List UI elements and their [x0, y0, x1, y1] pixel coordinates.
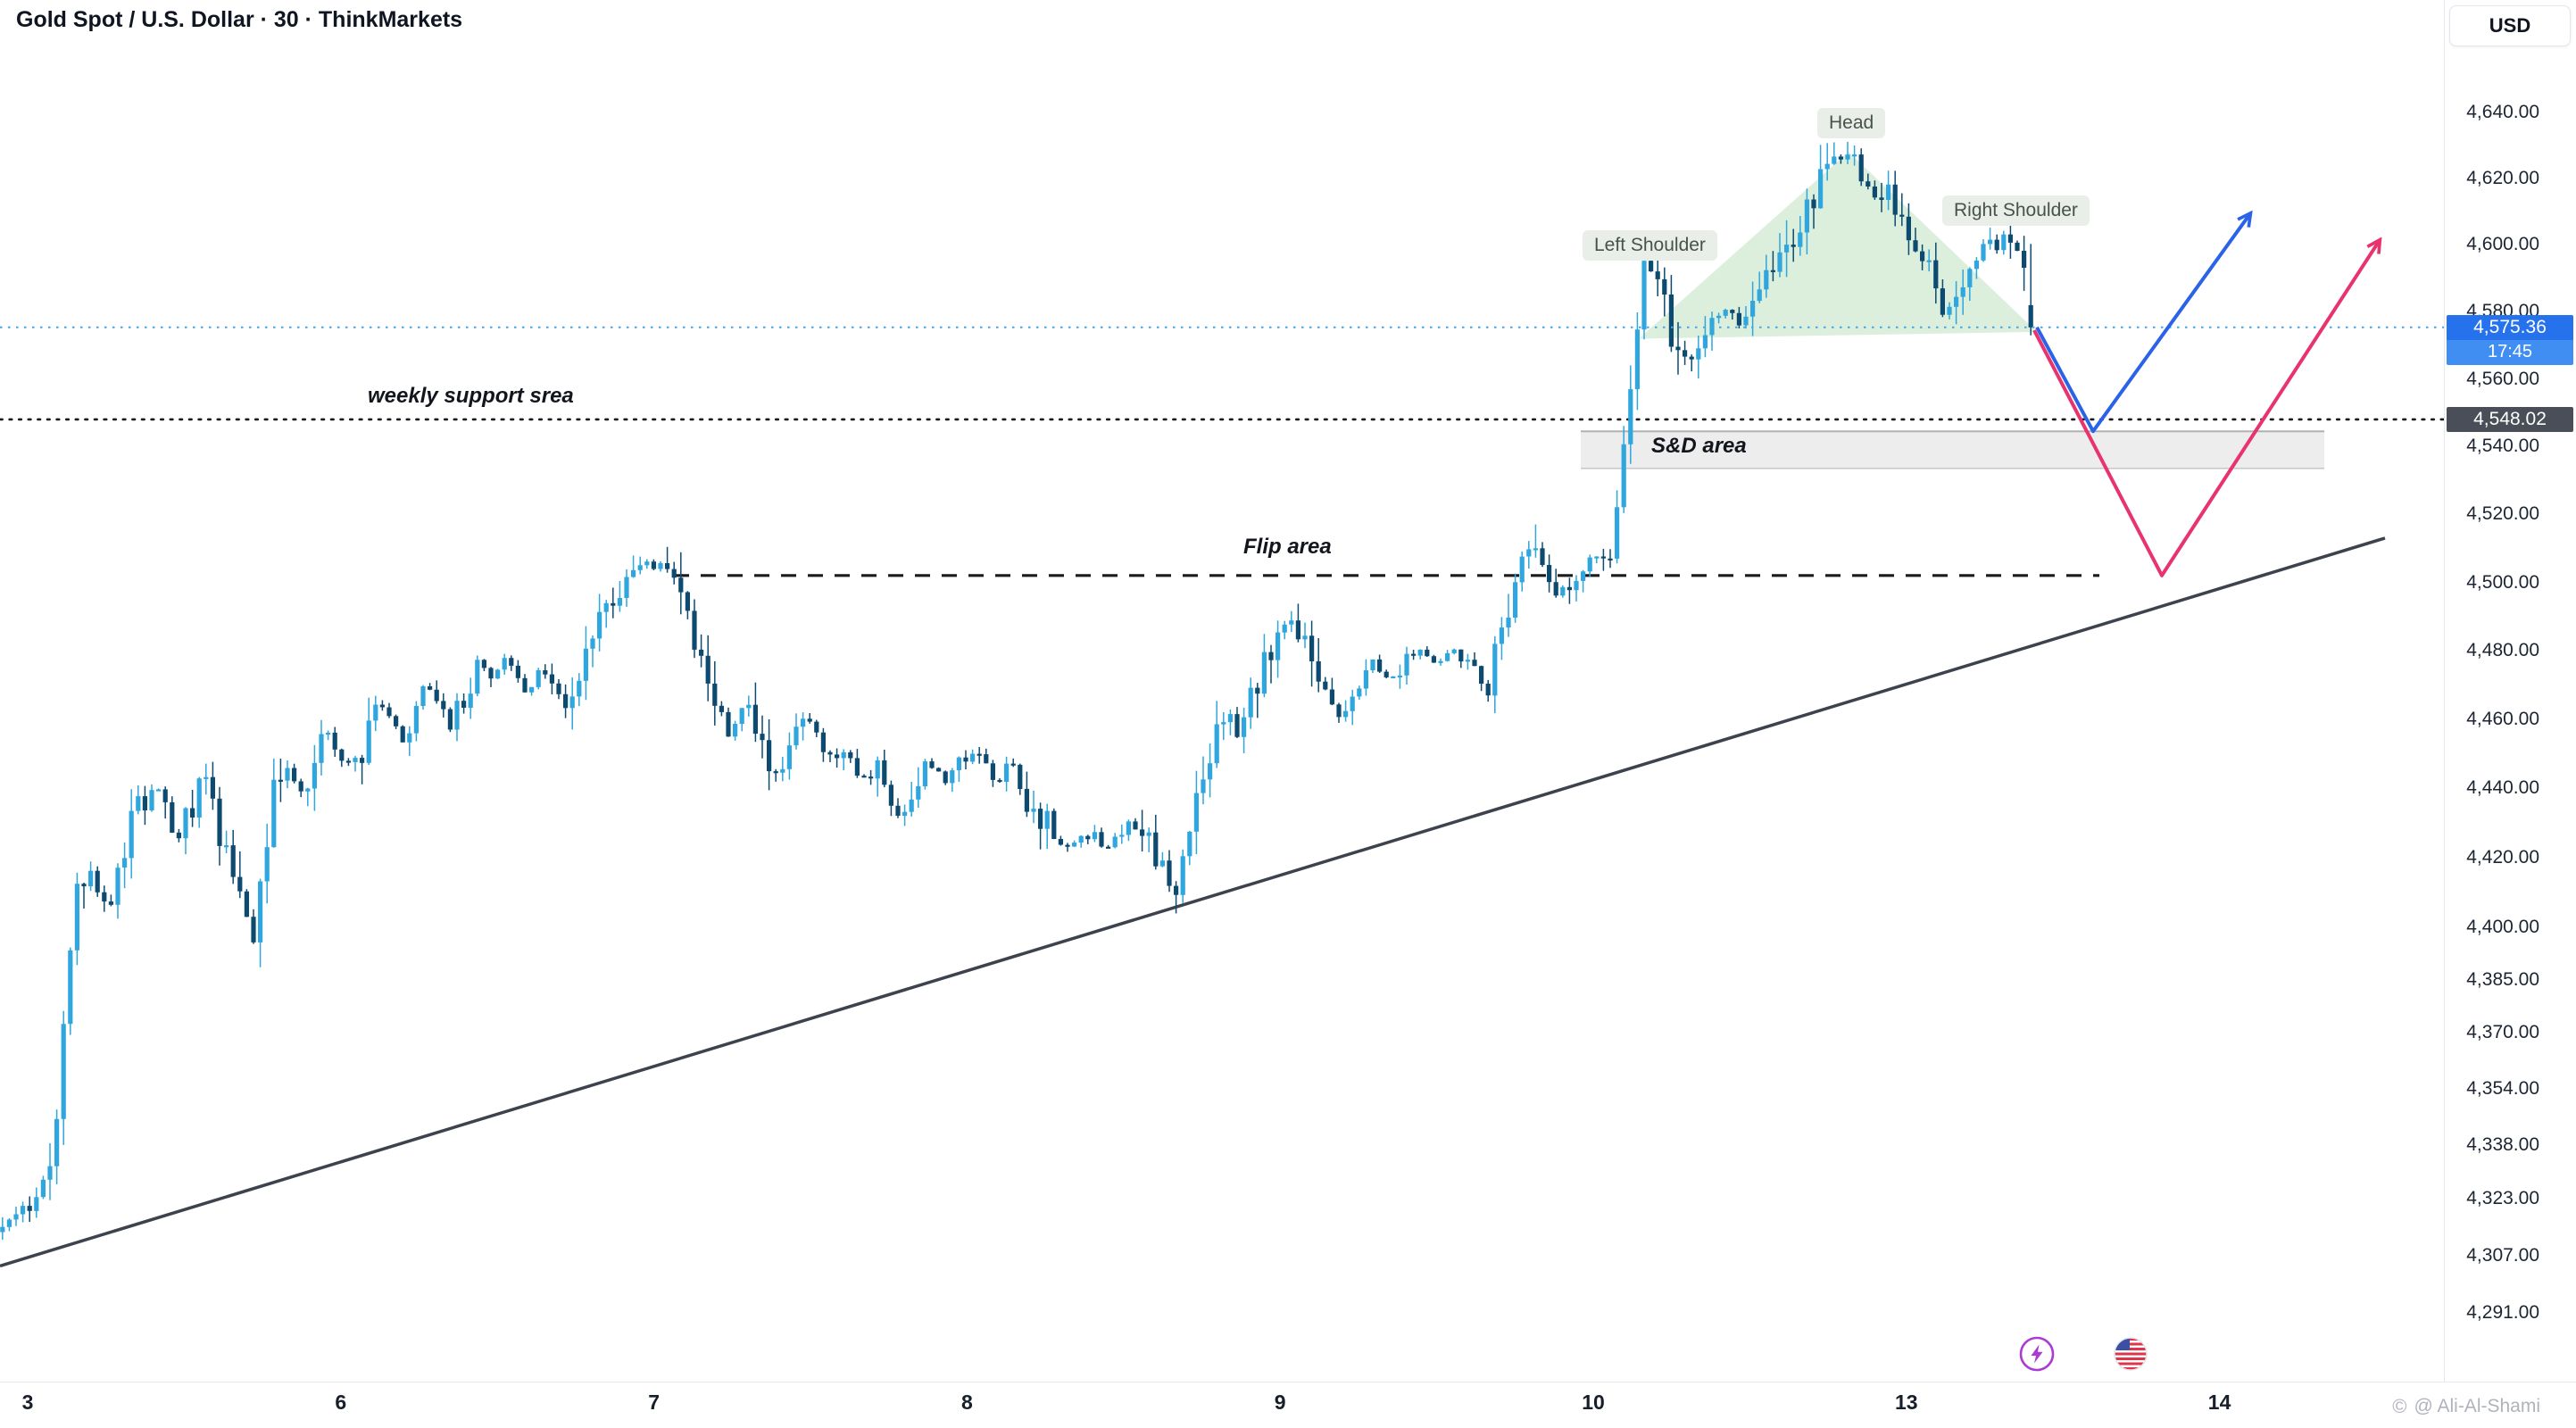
- price-tick-label: 4,354.00: [2466, 1077, 2539, 1099]
- right-shoulder-label[interactable]: Right Shoulder: [1942, 195, 2090, 226]
- support-price-badge: 4,548.02: [2447, 406, 2573, 432]
- bullish-projection-arrow[interactable]: [2035, 215, 2249, 434]
- time-axis[interactable]: 3 6 7 8 9 10 13 14: [0, 1382, 2576, 1428]
- time-tick-label: 3: [21, 1391, 34, 1414]
- time-tick-label: 14: [2207, 1391, 2231, 1414]
- bar-countdown: 17:45: [2447, 339, 2573, 365]
- economic-event-lightning-icon[interactable]: [2017, 1334, 2057, 1374]
- sd-area-annotation[interactable]: S&D area: [1651, 434, 1747, 458]
- price-tick-label: 4,560.00: [2466, 368, 2539, 389]
- price-tick-label: 4,460.00: [2466, 709, 2539, 730]
- currency-label: USD: [2489, 14, 2531, 37]
- time-tick-label: 10: [1582, 1391, 1605, 1414]
- flip-area-annotation[interactable]: Flip area: [1243, 535, 1332, 559]
- price-tick-label: 4,640.00: [2466, 101, 2539, 122]
- time-tick-label: 8: [960, 1391, 973, 1414]
- supply-demand-zone[interactable]: [1581, 431, 2324, 469]
- bearish-projection-arrow[interactable]: [2032, 242, 2379, 577]
- symbol-title[interactable]: Gold Spot / U.S. Dollar · 30 · ThinkMark…: [16, 7, 463, 32]
- price-tick-label: 4,540.00: [2466, 436, 2539, 457]
- price-tick-label: 4,400.00: [2466, 917, 2539, 937]
- price-tick-label: 4,480.00: [2466, 640, 2539, 661]
- price-tick-label: 4,323.00: [2466, 1187, 2539, 1208]
- price-tick-label: 4,500.00: [2466, 571, 2539, 593]
- us-flag-event-icon[interactable]: [2111, 1334, 2150, 1374]
- weekly-support-annotation[interactable]: weekly support srea: [368, 384, 574, 408]
- price-tick-label: 4,520.00: [2466, 503, 2539, 525]
- price-axis-separator: [2444, 0, 2445, 1382]
- price-tick-label: 4,600.00: [2466, 234, 2539, 255]
- current-price-badge: 4,575.36 17:45: [2447, 314, 2573, 365]
- time-tick-label: 9: [1274, 1391, 1286, 1414]
- price-tick-label: 4,291.00: [2466, 1301, 2539, 1323]
- head-label[interactable]: Head: [1817, 108, 1886, 138]
- price-tick-label: 4,420.00: [2466, 847, 2539, 868]
- trendline[interactable]: [0, 536, 2386, 1268]
- current-price-value: 4,575.36: [2447, 314, 2573, 340]
- currency-toggle-button[interactable]: USD: [2449, 5, 2571, 46]
- price-tick-label: 4,307.00: [2466, 1244, 2539, 1266]
- price-tick-label: 4,620.00: [2466, 167, 2539, 188]
- left-shoulder-label[interactable]: Left Shoulder: [1583, 230, 1717, 261]
- time-tick-label: 7: [648, 1391, 660, 1414]
- watermark: © @ Ali-Al-Shami: [2392, 1395, 2540, 1418]
- price-tick-label: 4,338.00: [2466, 1134, 2539, 1156]
- price-tick-label: 4,370.00: [2466, 1021, 2539, 1042]
- candles: [0, 141, 2033, 1241]
- head-and-shoulders-overlay[interactable]: [1639, 152, 2037, 339]
- price-tick-label: 4,385.00: [2466, 968, 2539, 990]
- price-tick-label: 4,440.00: [2466, 777, 2539, 799]
- watermark-text: @ Ali-Al-Shami: [2414, 1396, 2540, 1416]
- time-tick-label: 13: [1895, 1391, 1918, 1414]
- price-axis[interactable]: 4,640.00 4,620.00 4,600.00 4,580.00 4,560.00…: [2444, 0, 2576, 1382]
- copyright-icon: ©: [2392, 1395, 2407, 1417]
- time-tick-label: 6: [335, 1391, 347, 1414]
